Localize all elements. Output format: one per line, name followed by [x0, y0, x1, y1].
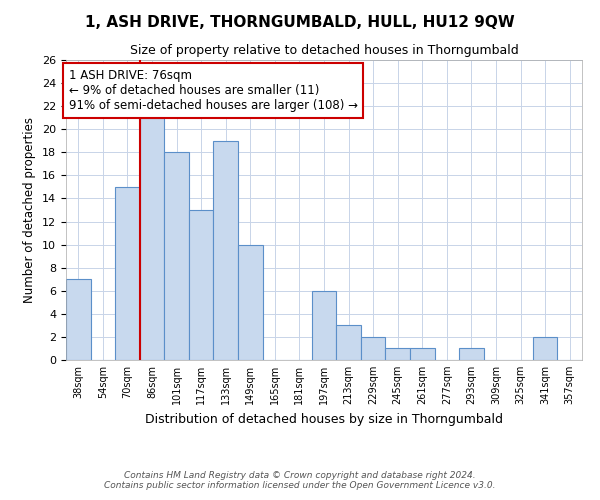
- Bar: [312, 291, 336, 360]
- Bar: [164, 152, 189, 360]
- Bar: [115, 187, 140, 360]
- Bar: [410, 348, 434, 360]
- X-axis label: Distribution of detached houses by size in Thorngumbald: Distribution of detached houses by size …: [145, 412, 503, 426]
- Y-axis label: Number of detached properties: Number of detached properties: [23, 117, 37, 303]
- Text: Contains HM Land Registry data © Crown copyright and database right 2024.
Contai: Contains HM Land Registry data © Crown c…: [104, 470, 496, 490]
- Bar: [459, 348, 484, 360]
- Bar: [533, 337, 557, 360]
- Bar: [140, 118, 164, 360]
- Bar: [238, 244, 263, 360]
- Bar: [66, 279, 91, 360]
- Bar: [336, 326, 361, 360]
- Title: Size of property relative to detached houses in Thorngumbald: Size of property relative to detached ho…: [130, 44, 518, 58]
- Text: 1, ASH DRIVE, THORNGUMBALD, HULL, HU12 9QW: 1, ASH DRIVE, THORNGUMBALD, HULL, HU12 9…: [85, 15, 515, 30]
- Bar: [361, 337, 385, 360]
- Bar: [214, 141, 238, 360]
- Text: 1 ASH DRIVE: 76sqm
← 9% of detached houses are smaller (11)
91% of semi-detached: 1 ASH DRIVE: 76sqm ← 9% of detached hous…: [68, 69, 358, 112]
- Bar: [385, 348, 410, 360]
- Bar: [189, 210, 214, 360]
